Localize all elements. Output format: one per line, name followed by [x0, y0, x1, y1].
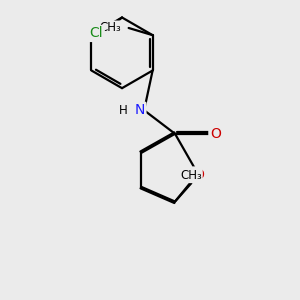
Text: CH₃: CH₃ [100, 22, 121, 34]
Text: Cl: Cl [90, 26, 103, 40]
Text: O: O [193, 168, 204, 182]
Text: H: H [118, 104, 127, 117]
Text: N: N [134, 103, 145, 117]
Text: CH₃: CH₃ [180, 169, 202, 182]
Text: O: O [210, 127, 221, 141]
